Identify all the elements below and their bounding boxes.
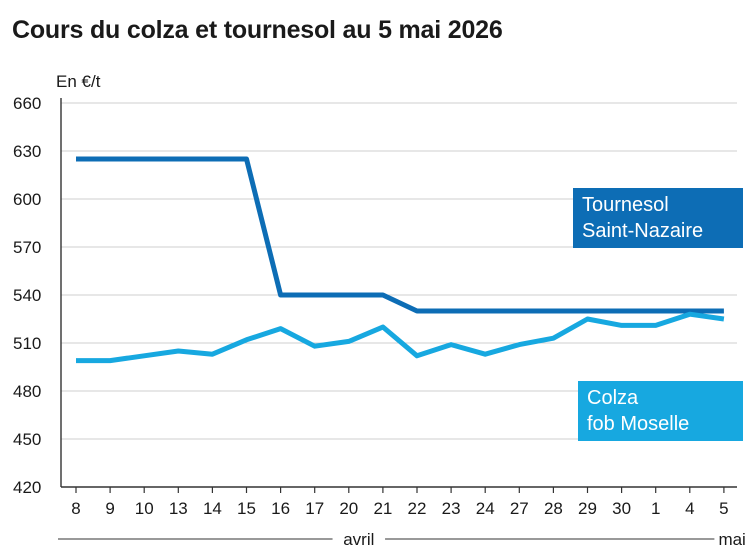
axes bbox=[60, 98, 737, 493]
legend-tournesol-line1: Tournesol bbox=[582, 194, 669, 216]
month-label-avril: avril bbox=[343, 530, 374, 549]
legend-colza-line2: fob Moselle bbox=[587, 413, 690, 435]
x-tick-9-1: 9 bbox=[105, 499, 114, 518]
x-tick-21-9: 21 bbox=[373, 499, 392, 518]
y-tick-540: 540 bbox=[13, 286, 41, 305]
x-tick-28-14: 28 bbox=[544, 499, 563, 518]
series-line-1 bbox=[76, 311, 725, 364]
x-tick-20-8: 20 bbox=[339, 499, 358, 518]
x-tick-29-15: 29 bbox=[578, 499, 597, 518]
month-label-mai: mai bbox=[718, 530, 745, 549]
y-axis-unit: En €/t bbox=[56, 72, 101, 91]
x-tick-22-10: 22 bbox=[408, 499, 427, 518]
legend-colza: Colza fob Moselle bbox=[578, 381, 743, 441]
x-tick-14-4: 14 bbox=[203, 499, 222, 518]
y-tick-600: 600 bbox=[13, 190, 41, 209]
x-tick-1-17: 1 bbox=[651, 499, 660, 518]
x-tick-27-13: 27 bbox=[510, 499, 529, 518]
y-tick-630: 630 bbox=[13, 142, 41, 161]
y-tick-660: 660 bbox=[13, 94, 41, 113]
series-lines bbox=[76, 156, 725, 364]
legend-tournesol-line2: Saint-Nazaire bbox=[582, 220, 704, 242]
x-tick-4-18: 4 bbox=[685, 499, 694, 518]
y-tick-labels: 420 450 480 510 540 570 600 630 660 bbox=[13, 94, 41, 497]
y-tick-510: 510 bbox=[13, 334, 41, 353]
x-tick-5-19: 5 bbox=[719, 499, 728, 518]
legend-tournesol: Tournesol Saint-Nazaire bbox=[573, 188, 743, 248]
x-tick-13-3: 13 bbox=[169, 499, 188, 518]
x-tick-23-11: 23 bbox=[442, 499, 461, 518]
y-tick-420: 420 bbox=[13, 478, 41, 497]
x-tick-24-12: 24 bbox=[476, 499, 495, 518]
x-tick-15-5: 15 bbox=[237, 499, 256, 518]
y-tick-450: 450 bbox=[13, 430, 41, 449]
x-tick-labels: 8 9 10 13 14 15 16 17 20 21 22 23 24 27 28 29 30 1 4 5 bbox=[71, 499, 728, 518]
month-labels: avril mai bbox=[58, 530, 746, 549]
x-tick-10-2: 10 bbox=[135, 499, 154, 518]
x-tick-8-0: 8 bbox=[71, 499, 80, 518]
series-line-0 bbox=[76, 156, 724, 314]
x-tick-16-6: 16 bbox=[271, 499, 290, 518]
y-tick-480: 480 bbox=[13, 382, 41, 401]
x-tick-30-16: 30 bbox=[612, 499, 631, 518]
x-tick-17-7: 17 bbox=[305, 499, 324, 518]
legend-colza-line1: Colza bbox=[587, 387, 639, 409]
y-tick-570: 570 bbox=[13, 238, 41, 257]
chart-title: Cours du colza et tournesol au 5 mai 202… bbox=[12, 16, 503, 44]
